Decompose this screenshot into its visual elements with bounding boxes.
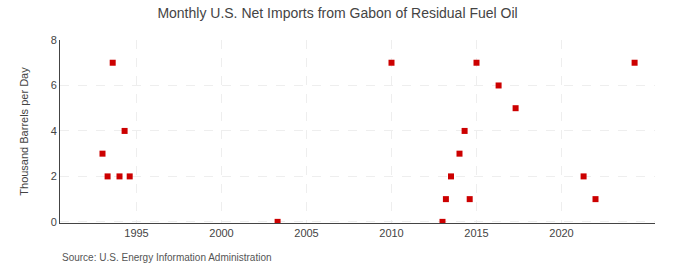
svg-text:2015: 2015: [464, 227, 488, 239]
svg-text:0: 0: [51, 216, 57, 228]
svg-text:2000: 2000: [209, 227, 233, 239]
svg-text:Source: U.S. Energy Informatio: Source: U.S. Energy Information Administ…: [62, 252, 272, 263]
svg-text:2: 2: [51, 170, 57, 182]
svg-text:Monthly U.S. Net Imports from: Monthly U.S. Net Imports from Gabon of R…: [157, 5, 517, 21]
svg-text:Thousand Barrels per Day: Thousand Barrels per Day: [18, 67, 30, 196]
svg-text:6: 6: [51, 79, 57, 91]
svg-text:4: 4: [51, 125, 57, 137]
svg-text:1995: 1995: [124, 227, 148, 239]
svg-text:8: 8: [51, 34, 57, 46]
svg-text:2010: 2010: [379, 227, 403, 239]
svg-text:2020: 2020: [549, 227, 573, 239]
svg-text:2005: 2005: [294, 227, 318, 239]
